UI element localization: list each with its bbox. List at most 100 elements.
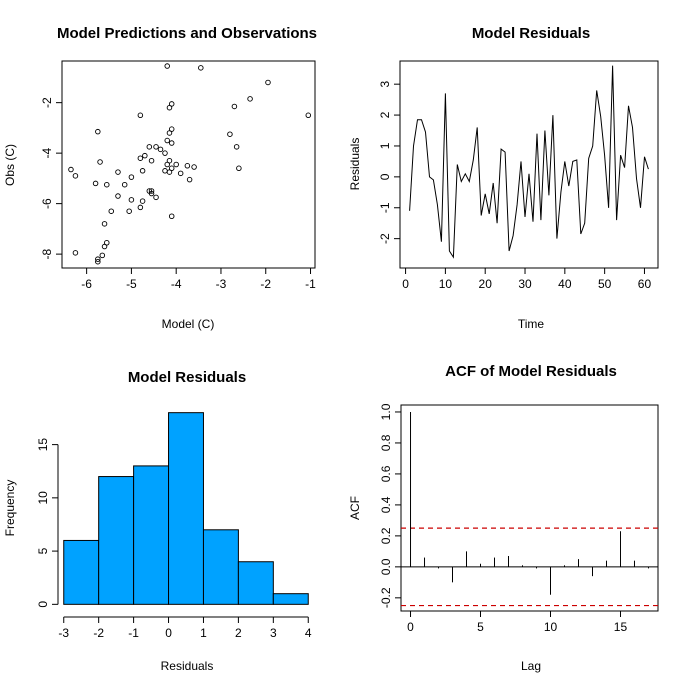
histogram-bars bbox=[63, 412, 309, 605]
scatter-point bbox=[164, 161, 170, 168]
scatter-point bbox=[128, 197, 135, 203]
histogram-bar bbox=[168, 412, 204, 605]
scatter-ylabel: Obs (C) bbox=[3, 144, 17, 186]
scatter-point bbox=[236, 165, 242, 172]
scatter-point bbox=[148, 190, 155, 197]
acf-x-ticks: 0 5 10 15 bbox=[407, 611, 627, 634]
acf-y-tick-label: 0.0 bbox=[379, 558, 393, 575]
scatter-point bbox=[173, 161, 179, 168]
scatter-point bbox=[146, 144, 153, 150]
scatter-plot-box bbox=[61, 60, 316, 269]
scatter-point bbox=[137, 155, 144, 161]
scatter-point bbox=[227, 131, 233, 137]
acf-x-tick-label: 5 bbox=[477, 620, 484, 634]
scatter-point bbox=[177, 170, 184, 177]
residuals-line-x-tick-label: 10 bbox=[439, 277, 453, 291]
scatter-point bbox=[153, 194, 159, 201]
histogram-x-tick-label: 3 bbox=[270, 626, 277, 640]
scatter-panel: Model Predictions and Observations Model… bbox=[3, 25, 317, 331]
residuals-line-x-tick-label: 0 bbox=[402, 277, 409, 291]
scatter-point bbox=[265, 79, 271, 86]
scatter-point bbox=[231, 103, 238, 110]
residuals-line-x-tick-label: 30 bbox=[518, 277, 532, 291]
scatter-point bbox=[162, 150, 168, 156]
acf-x-tick-label: 10 bbox=[544, 620, 558, 634]
residuals-line-xlabel: Time bbox=[518, 317, 545, 331]
scatter-point bbox=[72, 173, 79, 179]
residuals-line-y-ticks: -2 -1 0 1 2 3 bbox=[378, 81, 400, 244]
residuals-line-plot-box bbox=[399, 60, 659, 269]
scatter-title: Model Predictions and Observations bbox=[57, 25, 317, 42]
scatter-point bbox=[148, 157, 155, 164]
scatter-point bbox=[247, 96, 253, 102]
histogram-y-tick-label: 15 bbox=[36, 438, 50, 452]
histogram-x-tick-label: -2 bbox=[93, 626, 104, 640]
histogram-x-tick-label: -3 bbox=[58, 626, 69, 640]
histogram-y-ticks: 0 5 10 15 bbox=[36, 438, 59, 608]
scatter-point bbox=[137, 112, 144, 119]
residuals-line-panel: Model Residuals Time Residuals 0 10 20 30 40… bbox=[348, 25, 659, 331]
acf-y-tick-label: -0.2 bbox=[379, 587, 393, 608]
residuals-line-x-tick-label: 40 bbox=[558, 277, 572, 291]
residuals-line-x-tick-label: 20 bbox=[479, 277, 493, 291]
scatter-y-tick-label: -4 bbox=[40, 147, 54, 158]
scatter-point bbox=[142, 152, 148, 159]
histogram-y-tick-label: 5 bbox=[36, 547, 50, 554]
histogram-bar bbox=[133, 465, 170, 605]
scatter-point bbox=[95, 128, 101, 135]
histogram-x-tick-label: 4 bbox=[305, 626, 312, 640]
scatter-point bbox=[99, 252, 106, 259]
acf-y-tick-label: 0.8 bbox=[379, 434, 393, 451]
histogram-xlabel: Residuals bbox=[161, 659, 214, 673]
scatter-x-tick-label: -2 bbox=[260, 277, 271, 291]
scatter-point bbox=[148, 188, 155, 194]
residuals-line-x-tick-label: 50 bbox=[598, 277, 612, 291]
histogram-x-ticks: -3 -2 -1 0 1 2 3 4 bbox=[58, 616, 312, 640]
acf-bars bbox=[410, 411, 649, 595]
acf-x-tick-label: 0 bbox=[407, 620, 414, 634]
scatter-y-tick-label: -8 bbox=[40, 248, 54, 259]
residuals-line-y-tick-label: 3 bbox=[378, 81, 392, 88]
scatter-point bbox=[115, 193, 121, 199]
histogram-x-tick-label: 2 bbox=[235, 626, 242, 640]
histogram-title: Model Residuals bbox=[128, 369, 246, 386]
scatter-y-tick-label: -6 bbox=[40, 198, 54, 209]
scatter-point bbox=[233, 144, 240, 150]
scatter-x-ticks: -6 -5 -4 -3 -2 -1 bbox=[81, 268, 316, 291]
scatter-point bbox=[95, 256, 101, 262]
scatter-point bbox=[137, 204, 144, 211]
acf-ylabel: ACF bbox=[348, 496, 362, 520]
scatter-xlabel: Model (C) bbox=[162, 317, 215, 331]
scatter-point bbox=[126, 208, 132, 214]
histogram-bar bbox=[237, 561, 274, 605]
scatter-point bbox=[101, 221, 108, 227]
scatter-x-tick-label: -1 bbox=[305, 277, 316, 291]
scatter-point bbox=[162, 168, 168, 174]
scatter-point bbox=[164, 137, 170, 144]
scatter-point bbox=[198, 65, 204, 71]
scatter-point bbox=[186, 176, 193, 183]
acf-y-tick-label: 0.6 bbox=[379, 465, 393, 482]
histogram-bar bbox=[272, 593, 309, 605]
residuals-line-y-tick-label: -1 bbox=[378, 202, 392, 213]
acf-y-tick-label: 1.0 bbox=[379, 403, 393, 420]
acf-y-tick-label: 0.2 bbox=[379, 527, 393, 544]
residuals-line-y-tick-label: 2 bbox=[378, 111, 392, 118]
histogram-x-tick-label: -1 bbox=[128, 626, 139, 640]
histogram-x-tick-label: 0 bbox=[165, 626, 172, 640]
scatter-point bbox=[139, 198, 146, 204]
residuals-line-series bbox=[409, 65, 649, 259]
scatter-point bbox=[166, 130, 173, 136]
scatter-point bbox=[191, 164, 197, 170]
scatter-point bbox=[97, 159, 103, 165]
scatter-x-tick-label: -4 bbox=[171, 277, 182, 291]
scatter-point bbox=[108, 208, 115, 214]
scatter-point bbox=[68, 166, 74, 173]
scatter-point bbox=[101, 243, 108, 250]
scatter-point bbox=[95, 258, 101, 265]
histogram-panel: Model Residuals Residuals Frequency -3 -2… bbox=[3, 369, 312, 673]
scatter-x-tick-label: -6 bbox=[81, 277, 92, 291]
scatter-point bbox=[115, 169, 121, 175]
acf-x-tick-label: 15 bbox=[614, 620, 628, 634]
